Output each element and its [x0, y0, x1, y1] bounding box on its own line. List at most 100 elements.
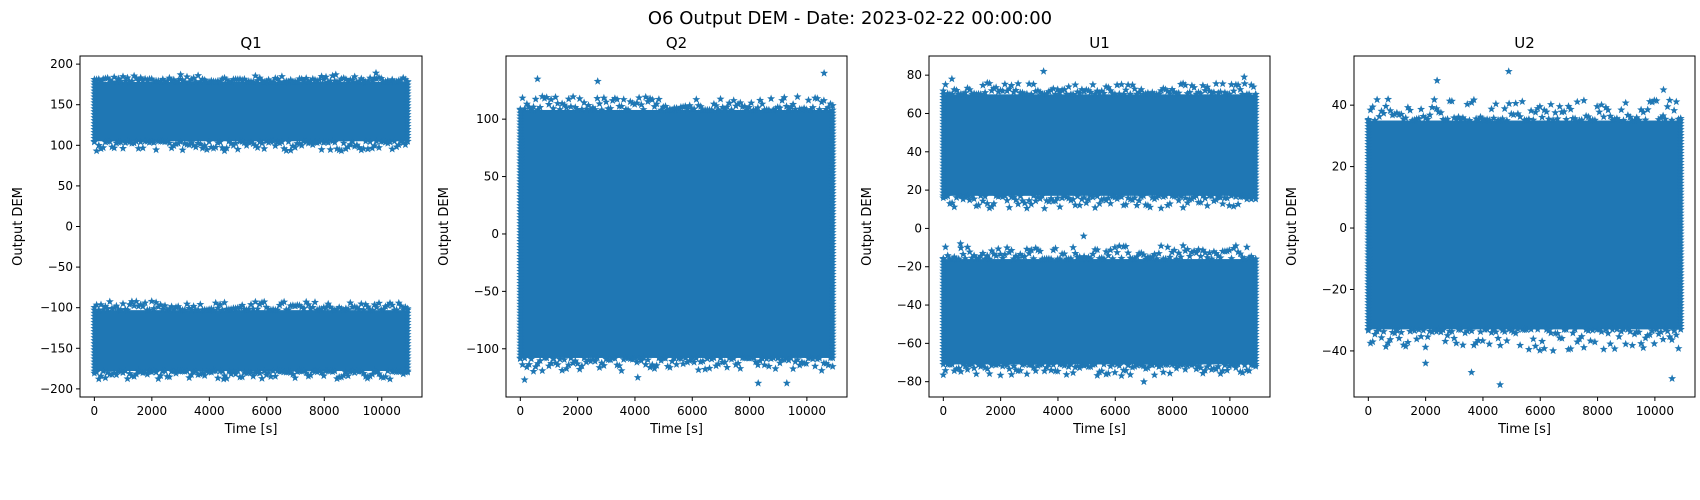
data-point [518, 93, 527, 102]
data-point [694, 365, 703, 374]
x-tick-label: 10000 [788, 404, 826, 418]
data-point [692, 95, 701, 103]
y-tick-label: −60 [897, 336, 922, 350]
axes-frame [1353, 55, 1696, 398]
outlier-point [1421, 359, 1430, 367]
data-point [1650, 339, 1659, 348]
figure-suptitle: O6 Output DEM - Date: 2023-02-22 00:00:0… [648, 8, 1052, 29]
data-point [1524, 345, 1533, 353]
x-tick-label: 8000 [309, 404, 340, 418]
data-point [1491, 99, 1500, 108]
data-point [1212, 79, 1221, 88]
data-point [538, 366, 547, 375]
data-point [804, 96, 813, 104]
data-point [196, 300, 205, 308]
outlier-point [782, 379, 791, 387]
y-tick-label: 50 [484, 170, 499, 184]
y-tick-label: 80 [907, 68, 922, 82]
data-point [1242, 243, 1251, 251]
data-point [311, 298, 319, 306]
data-point [1674, 344, 1683, 352]
data-point [1417, 105, 1426, 113]
y-tick-label: 60 [907, 106, 922, 120]
data-point [1165, 369, 1174, 377]
y-tick-label: −80 [897, 375, 922, 389]
y-tick-label: −40 [897, 298, 922, 312]
data-point [1000, 80, 1009, 88]
data-point [119, 299, 127, 308]
data-point [789, 364, 798, 373]
data-point [619, 95, 628, 103]
outlier-point [1139, 377, 1148, 386]
y-tick-label: −50 [474, 284, 499, 298]
data-point [1672, 97, 1681, 106]
y-tick-label: −200 [40, 382, 73, 396]
x-tick-label: 6000 [252, 404, 283, 418]
data-point [793, 92, 802, 101]
data-point [593, 94, 602, 102]
x-axis-label: Time [s] [1497, 422, 1551, 437]
y-tick-label: −100 [40, 301, 73, 315]
y-axis-label: Output DEM [437, 187, 452, 266]
outlier-point [947, 74, 956, 83]
data-point [1157, 204, 1166, 212]
y-tick-label: 50 [58, 179, 73, 193]
x-axis-label: Time [s] [649, 422, 703, 437]
x-tick-label: 8000 [1582, 404, 1613, 418]
y-tick-label: 0 [1339, 221, 1347, 235]
data-point [1606, 339, 1615, 348]
axes-frame [505, 55, 848, 398]
data-point [941, 242, 950, 251]
data-point [1518, 97, 1527, 105]
data-point [1485, 339, 1494, 348]
data-point [996, 371, 1005, 379]
data-band [90, 297, 412, 383]
subplot-q2: 0 2000 4000 6000 8000 10000 −100 −50 0 50 100 Q2 Tim… [437, 34, 848, 437]
outlier-point [1433, 76, 1442, 84]
data-point [1579, 343, 1588, 351]
data-point [1014, 79, 1023, 88]
data-point [1124, 248, 1133, 257]
data-point [764, 362, 773, 370]
data-point [941, 80, 950, 88]
data-point [1022, 369, 1031, 378]
data-point [1157, 241, 1166, 250]
data-point [1055, 202, 1064, 211]
outlier-point [633, 373, 642, 381]
data-point [1502, 336, 1511, 345]
data-point [1670, 106, 1679, 114]
data-point [1060, 249, 1069, 258]
data-point [828, 362, 837, 370]
data-point [1531, 342, 1540, 350]
scatter-series [1364, 67, 1685, 389]
data-point [994, 244, 1003, 253]
x-tick-label: 4000 [620, 404, 651, 418]
data-point [1621, 98, 1630, 107]
outlier-point [520, 375, 529, 384]
data-point [1150, 370, 1159, 379]
y-tick-label: 0 [914, 221, 922, 235]
y-tick-label: 0 [65, 220, 73, 234]
data-point [972, 369, 981, 378]
data-point [1595, 107, 1604, 116]
scatter-series [939, 67, 1260, 386]
y-tick-label: 40 [907, 145, 922, 159]
data-point [635, 93, 644, 102]
subplot-u2: 0 2000 4000 6000 8000 10000 −40 −20 0 20 40 U2 Time … [1285, 34, 1696, 437]
data-point [1599, 345, 1608, 353]
data-point [531, 95, 540, 103]
data-point [1496, 341, 1505, 349]
subplots: 0 2000 4000 6000 8000 10000−200−150−100−50050… [11, 34, 1696, 437]
data-point [1529, 334, 1538, 343]
data-point [152, 145, 161, 154]
subplot-title: Q1 [240, 34, 261, 52]
data-point [1179, 241, 1188, 250]
outlier-point [593, 77, 602, 85]
data-point [1617, 105, 1626, 114]
x-tick-label: 8000 [1157, 404, 1188, 418]
outlier-point [1467, 368, 1476, 376]
data-point [1203, 201, 1212, 210]
data-point [1516, 341, 1525, 349]
outlier-point [754, 379, 763, 387]
subplot-title: Q2 [666, 34, 687, 52]
